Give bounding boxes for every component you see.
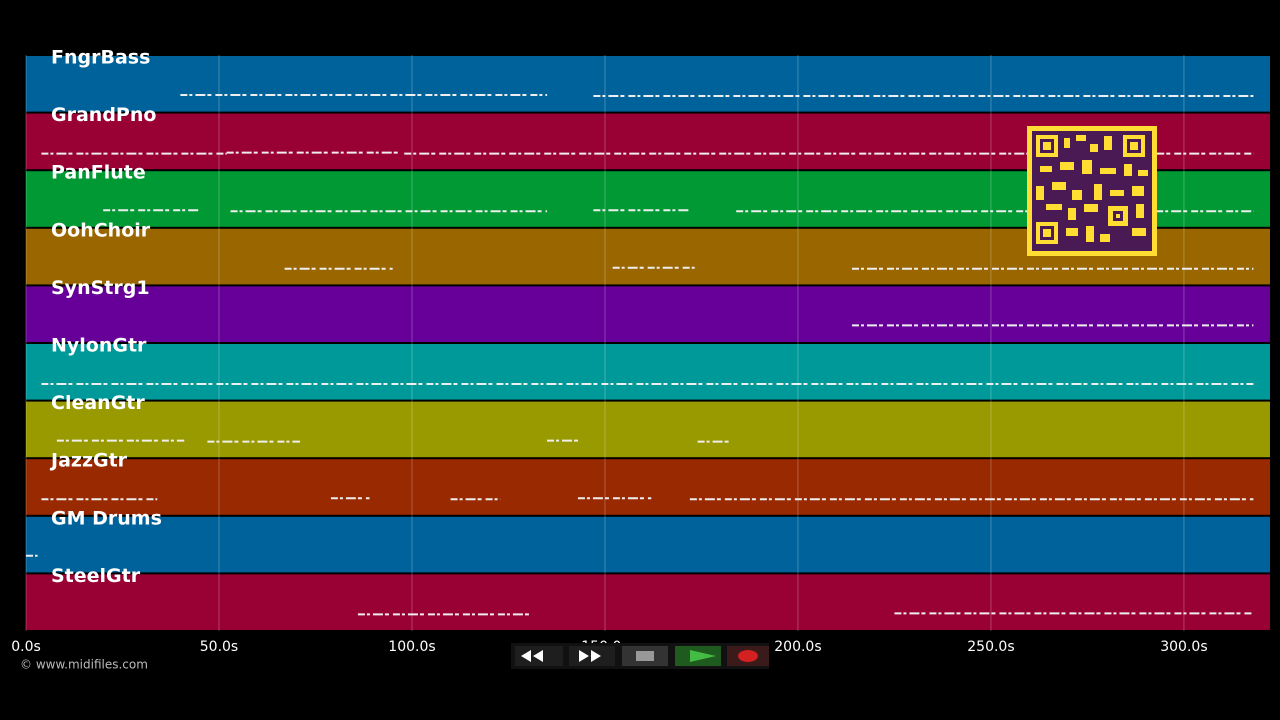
track-name: SynStrg1 bbox=[51, 277, 150, 299]
track-lane bbox=[26, 516, 1270, 573]
player-controls bbox=[511, 643, 769, 669]
notes bbox=[26, 94, 1254, 616]
track-name: FngrBass bbox=[51, 47, 150, 69]
track-name: GrandPno bbox=[51, 104, 156, 126]
time-tick-label: 200.0s bbox=[774, 639, 821, 655]
track-name: PanFlute bbox=[51, 162, 146, 184]
track-name: NylonGtr bbox=[51, 335, 147, 357]
track-name: SteelGtr bbox=[51, 565, 141, 587]
track-lane bbox=[26, 286, 1270, 342]
record-button[interactable] bbox=[727, 646, 769, 666]
track-lane bbox=[26, 56, 1270, 112]
stop-button[interactable] bbox=[622, 646, 668, 666]
track-lane bbox=[26, 459, 1270, 515]
time-tick-label: 250.0s bbox=[967, 639, 1014, 655]
credit: © www.midifiles.com bbox=[20, 658, 148, 672]
play-button[interactable] bbox=[675, 646, 721, 666]
fast-forward-button[interactable] bbox=[569, 646, 615, 666]
track-name: JazzGtr bbox=[49, 450, 128, 472]
time-tick-label: 100.0s bbox=[388, 639, 435, 655]
time-tick-label: 0.0s bbox=[11, 639, 41, 655]
track-name: GM Drums bbox=[51, 507, 162, 529]
track-name: CleanGtr bbox=[51, 392, 145, 414]
grid bbox=[25, 55, 1185, 631]
track-name: OohChoir bbox=[51, 219, 151, 241]
qr-code bbox=[1027, 126, 1157, 256]
track-lane bbox=[26, 344, 1270, 400]
track-lane bbox=[26, 574, 1270, 630]
time-tick-label: 50.0s bbox=[200, 639, 238, 655]
track-lane bbox=[26, 401, 1270, 458]
track-labels: FngrBass GrandPno PanFlute OohChoir SynStrg1… bbox=[49, 47, 162, 587]
rewind-button[interactable] bbox=[515, 646, 563, 666]
time-tick-label: 300.0s bbox=[1160, 639, 1207, 655]
